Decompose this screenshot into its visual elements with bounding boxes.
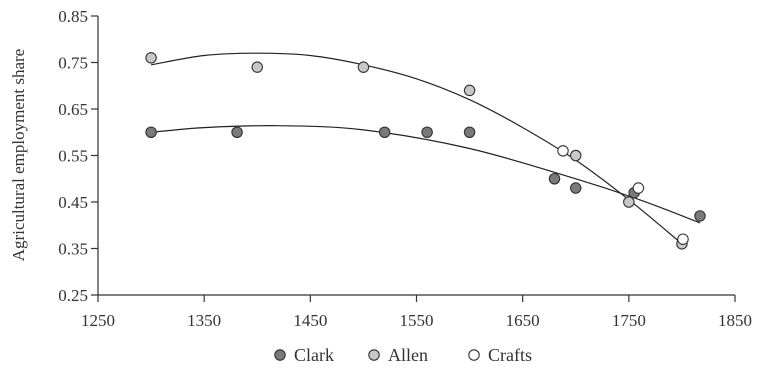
point-crafts <box>632 182 645 194</box>
point-allen <box>145 52 157 64</box>
point-allen <box>357 61 370 73</box>
point-clark <box>421 126 433 139</box>
x-ticks: 1250 1350 1450 1550 1650 1750 1850 <box>81 295 752 330</box>
point-clark <box>548 173 561 185</box>
y-axis-title: Agricultural employment share <box>9 49 28 261</box>
y-tick-label: 0.35 <box>58 240 88 259</box>
point-clark <box>231 126 243 139</box>
y-ticks: 0.25 0.35 0.45 0.55 0.65 0.75 0.85 <box>58 7 98 305</box>
point-clark <box>463 126 476 139</box>
trend-line-allen <box>150 52 683 245</box>
y-tick-label: 0.45 <box>58 193 88 212</box>
legend-label-allen: Allen <box>388 345 428 365</box>
legend-marker-clark <box>274 349 286 361</box>
x-tick-label: 1850 <box>718 311 752 330</box>
point-clark <box>694 210 706 222</box>
point-allen <box>623 196 635 208</box>
y-tick-label: 0.55 <box>58 147 88 166</box>
legend-label-crafts: Crafts <box>488 345 532 365</box>
point-crafts <box>677 233 689 245</box>
x-tick-label: 1350 <box>187 311 221 330</box>
trend-line-clark <box>151 125 701 224</box>
point-allen <box>569 149 582 162</box>
point-allen <box>463 84 476 97</box>
trend-lines <box>150 52 701 245</box>
axes <box>97 16 735 296</box>
x-tick-label: 1450 <box>293 311 327 330</box>
point-clark <box>378 126 391 139</box>
x-tick-label: 1550 <box>400 311 434 330</box>
legend-label-clark: Clark <box>294 345 334 365</box>
data-points <box>145 52 706 250</box>
y-tick-label: 0.75 <box>58 54 88 73</box>
y-tick-label: 0.25 <box>58 286 88 305</box>
x-tick-label: 1650 <box>506 311 540 330</box>
legend-marker-allen <box>368 349 380 361</box>
y-tick-label: 0.85 <box>58 7 88 26</box>
legend-marker-crafts <box>468 349 480 361</box>
x-tick-label: 1250 <box>81 311 115 330</box>
point-clark <box>145 126 157 139</box>
point-crafts <box>557 145 569 157</box>
y-tick-label: 0.65 <box>58 100 88 119</box>
point-clark <box>569 182 582 194</box>
x-tick-label: 1750 <box>612 311 646 330</box>
point-allen <box>251 61 264 73</box>
legend: Clark Allen Crafts <box>274 345 532 365</box>
